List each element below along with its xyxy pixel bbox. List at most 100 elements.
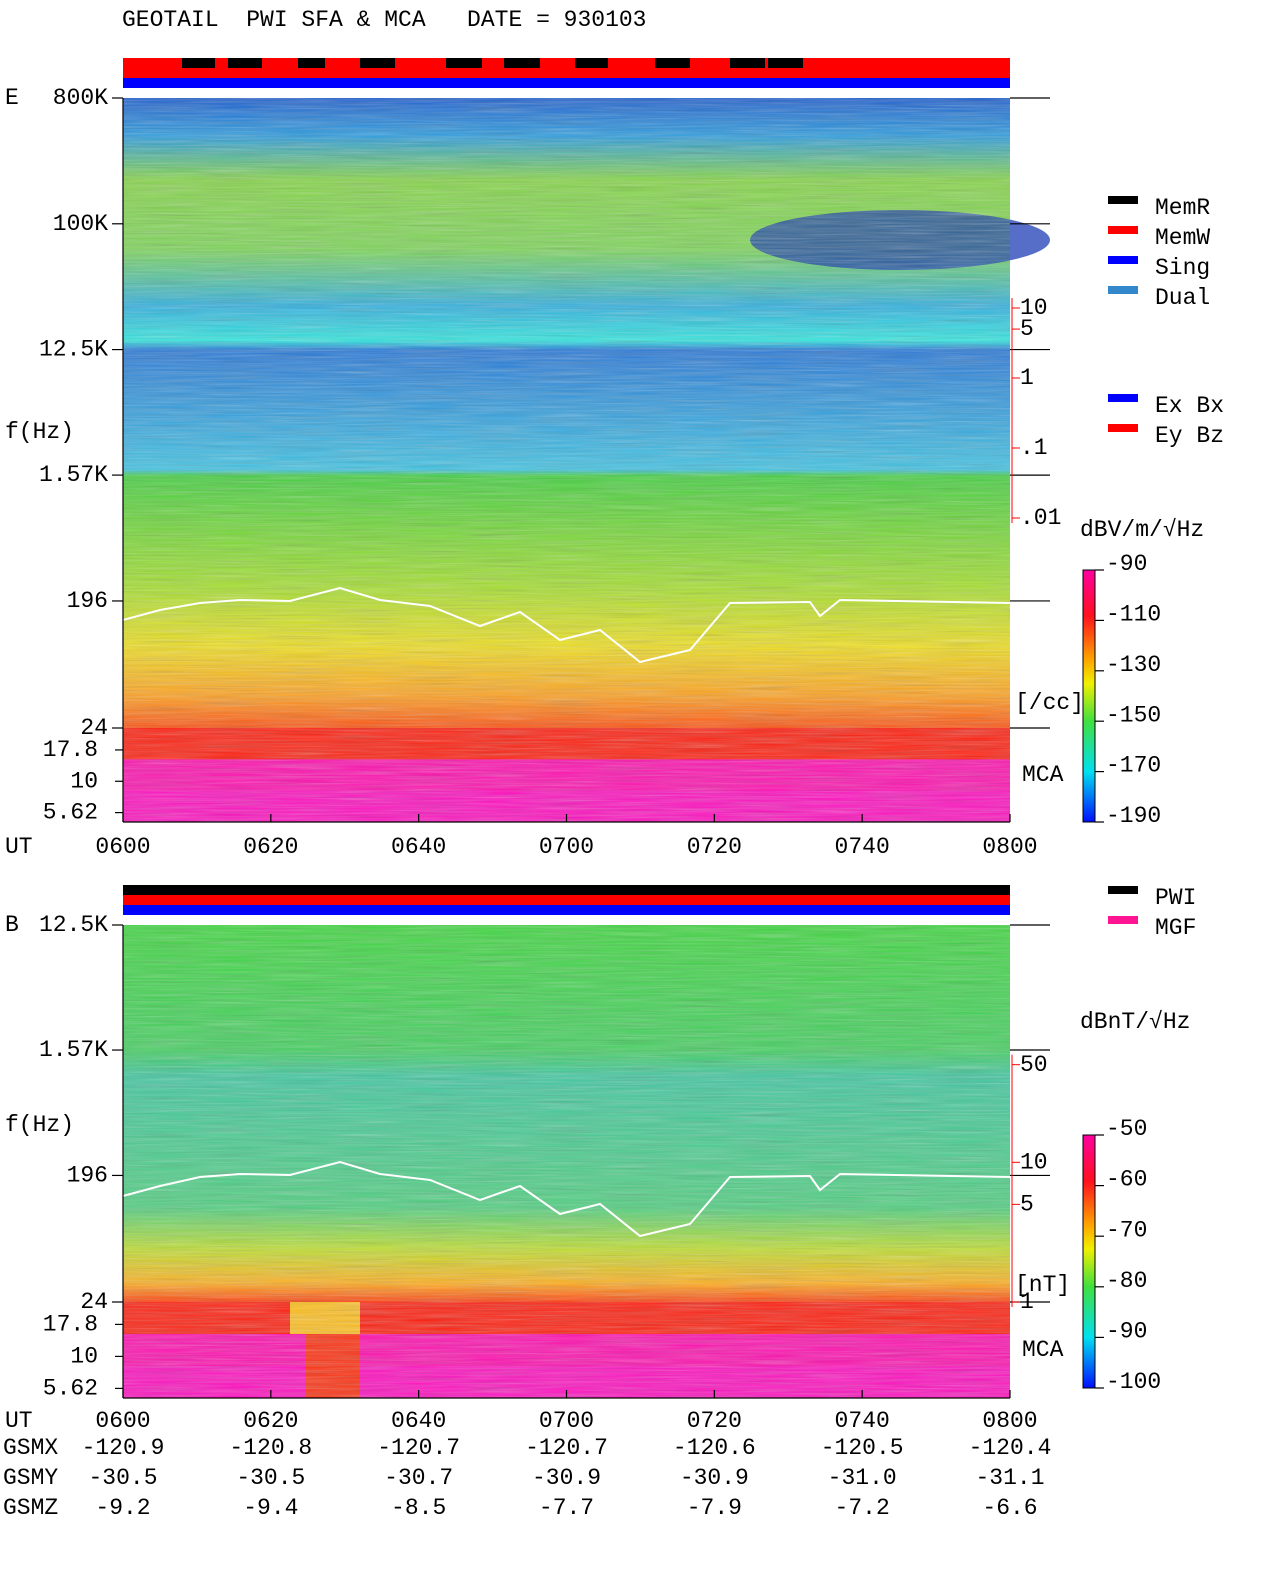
x-tick-label: 0620: [243, 1408, 298, 1434]
y-tick-label: 24: [80, 715, 108, 741]
y2-tick-label: .1: [1020, 435, 1048, 461]
orbit-value: -120.7: [377, 1435, 460, 1461]
orbit-value: -8.5: [391, 1495, 446, 1521]
orbit-label: GSMX: [3, 1435, 58, 1461]
legend-label: PWI: [1155, 885, 1196, 911]
y2-tick-label: 5: [1020, 1191, 1034, 1217]
status-segment: [298, 58, 325, 68]
status-segment: [360, 58, 395, 68]
orbit-value: -30.9: [680, 1465, 749, 1491]
y2-tick-label: 5: [1020, 316, 1034, 342]
x-tick-label: 0620: [243, 834, 298, 860]
y2-tick-label: .01: [1020, 505, 1061, 531]
y-tick-label: 24: [80, 1289, 108, 1315]
mca-label: MCA: [1022, 1337, 1064, 1363]
status-bar: [123, 68, 1010, 78]
legend-label: Ex Bx: [1155, 393, 1224, 419]
y-tick-label: 196: [67, 588, 108, 614]
mca-channel-label: 10: [70, 1343, 98, 1369]
colorbar-tick-label: -170: [1106, 753, 1161, 779]
legend-swatch: [1108, 916, 1138, 924]
orbit-value: -9.4: [243, 1495, 298, 1521]
y-tick-label: 12.5K: [39, 337, 108, 363]
orbit-value: -31.0: [828, 1465, 897, 1491]
colorbar-tick-label: -70: [1106, 1217, 1147, 1243]
orbit-value: -120.9: [82, 1435, 165, 1461]
mca-label: MCA: [1022, 762, 1064, 788]
colorbar-tick-label: -100: [1106, 1369, 1161, 1395]
status-segment: [504, 58, 540, 68]
colorbar-tick-label: -190: [1106, 803, 1161, 829]
orbit-value: -120.6: [673, 1435, 756, 1461]
status-segment: [182, 58, 215, 68]
status-bar: [123, 905, 1010, 915]
orbit-value: -30.5: [88, 1465, 157, 1491]
mca-channel-label: 17.8: [43, 1311, 98, 1337]
x-tick-label: 0640: [391, 1408, 446, 1434]
colorbar-tick-label: -110: [1106, 601, 1161, 627]
y-tick-label: 12.5K: [39, 912, 108, 938]
orbit-value: -30.9: [532, 1465, 601, 1491]
y-tick-label: 1.57K: [39, 462, 108, 488]
colorbar-tick-label: -90: [1106, 551, 1147, 577]
colorbar-tick-label: -130: [1106, 652, 1161, 678]
legend-label: MGF: [1155, 915, 1196, 941]
orbit-value: -9.2: [95, 1495, 150, 1521]
y-axis-title: f(Hz): [5, 1112, 74, 1138]
spectrogram-texture: [123, 925, 1010, 1398]
legend-label: Sing: [1155, 255, 1210, 281]
x-tick-label: 0720: [687, 834, 742, 860]
legend-swatch: [1108, 256, 1138, 264]
y2-axis-title: [nT]: [1015, 1272, 1070, 1298]
orbit-value: -30.5: [236, 1465, 305, 1491]
status-segment: [768, 58, 803, 68]
orbit-value: -120.5: [821, 1435, 904, 1461]
panel-label: E: [5, 85, 19, 111]
x-tick-label: 0800: [982, 834, 1037, 860]
plasma-line: [122, 586, 1011, 664]
status-segment: [446, 58, 482, 68]
x-tick-label: 0800: [982, 1408, 1037, 1434]
status-bar: [123, 895, 1010, 905]
y2-tick-label: 10: [1020, 1149, 1048, 1175]
colorbar: [1082, 1134, 1096, 1389]
x-tick-label: 0700: [539, 1408, 594, 1434]
mca-channel-label: 5.62: [43, 800, 98, 826]
orbit-value: -31.1: [975, 1465, 1044, 1491]
y2-tick-label: 50: [1020, 1052, 1048, 1078]
x-tick-label: 0740: [835, 1408, 890, 1434]
title: GEOTAIL PWI SFA & MCA DATE = 930103: [122, 7, 647, 33]
x-tick-label: 0600: [95, 834, 150, 860]
colorbar-title: dBV/m/√Hz: [1080, 517, 1204, 543]
legend-swatch: [1108, 196, 1138, 204]
colorbar-tick-label: -50: [1106, 1116, 1147, 1142]
x-tick-label: 0720: [687, 1408, 742, 1434]
status-segment: [730, 58, 765, 68]
plasma-line: [122, 1160, 1011, 1238]
mca-channel-label: 10: [70, 768, 98, 794]
y-tick-label: 100K: [53, 211, 108, 237]
y-axis-title: f(Hz): [5, 419, 74, 445]
panel-label: B: [5, 912, 19, 938]
orbit-value: -120.7: [525, 1435, 608, 1461]
colorbar: [1082, 569, 1096, 823]
status-segment: [228, 58, 262, 68]
status-segment: [575, 58, 608, 68]
x-tick-label: 0640: [391, 834, 446, 860]
status-bar: [123, 58, 1010, 68]
mca-channel-label: 17.8: [43, 737, 98, 763]
orbit-value: -30.7: [384, 1465, 453, 1491]
status-bar: [123, 78, 1010, 88]
legend-swatch: [1108, 886, 1138, 894]
y2-tick-label: 1: [1020, 1289, 1034, 1315]
legend-swatch: [1108, 424, 1138, 432]
orbit-label: GSMY: [3, 1465, 58, 1491]
colorbar-tick-label: -60: [1106, 1167, 1147, 1193]
orbit-label: GSMZ: [3, 1495, 58, 1521]
legend-label: MemR: [1155, 195, 1210, 221]
y2-tick-label: 10: [1020, 295, 1048, 321]
legend-label: Ey Bz: [1155, 423, 1224, 449]
x-axis-title: UT: [5, 834, 33, 860]
status-bar: [123, 885, 1010, 895]
